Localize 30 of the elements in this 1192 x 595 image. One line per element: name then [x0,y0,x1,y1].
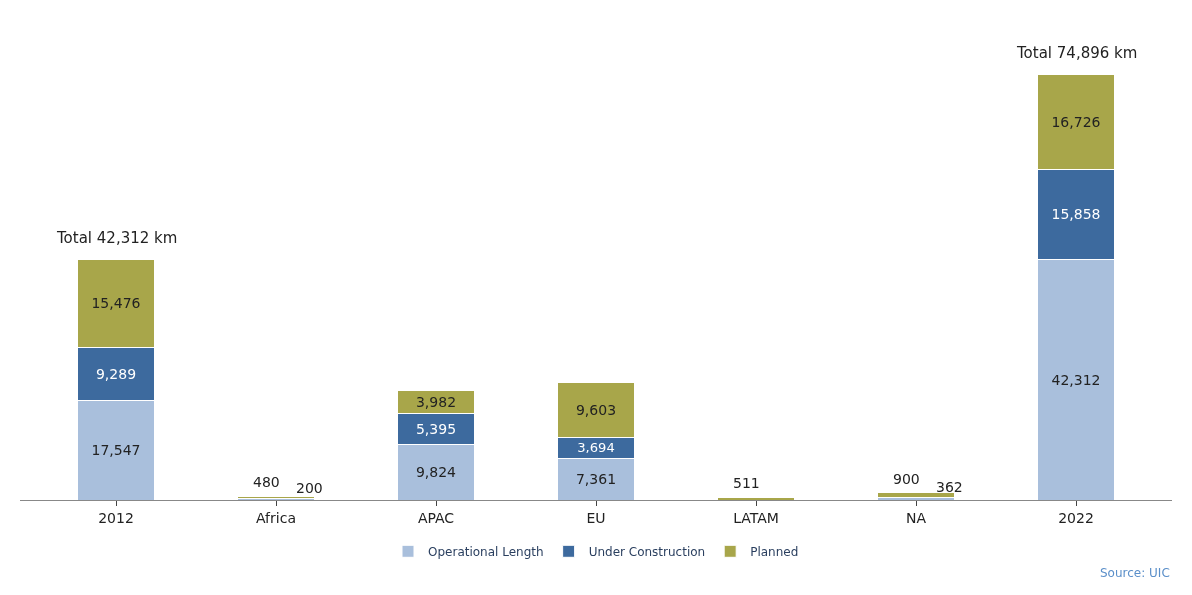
data-label: 511 [733,475,760,491]
data-label: 900 [893,471,920,487]
data-label: 200 [296,480,323,496]
legend-label: Planned [750,544,799,559]
data-label: 15,476 [91,295,141,312]
x-tick-label: 2022 [1058,509,1094,526]
legend-label: Operational Length [428,544,544,559]
data-label: 9,603 [575,401,617,418]
data-label: 9,289 [95,365,137,382]
x-tick-label: 2012 [98,509,134,526]
total-label: Total 74,896 km [1016,44,1138,62]
x-tick-label: Africa [256,509,296,526]
data-label: 42,312 [1051,371,1101,388]
data-label: 3,982 [415,394,457,411]
x-tick-label: APAC [417,509,455,526]
x-tick-label: EU [586,509,606,526]
legend-label: Under Construction [588,544,706,559]
data-label: 3,694 [577,440,615,456]
data-label: 480 [253,474,280,490]
total-label: Total 42,312 km [56,229,178,247]
x-tick-label: NA [905,509,927,526]
data-label: 15,858 [1051,206,1101,223]
data-label: 7,361 [575,471,617,488]
data-label: 5,395 [415,420,457,437]
data-label: 16,726 [1051,113,1101,130]
source-note: Source: UIC [1100,566,1170,580]
data-label: 362 [936,479,963,495]
data-label: 9,824 [415,464,457,481]
data-label: 17,547 [91,442,141,459]
x-tick-label: LATAM [733,509,779,526]
